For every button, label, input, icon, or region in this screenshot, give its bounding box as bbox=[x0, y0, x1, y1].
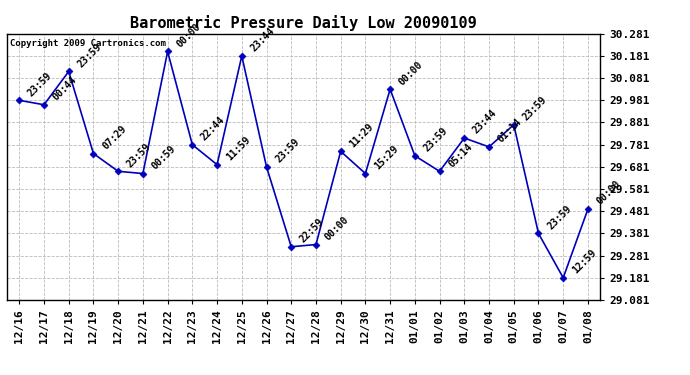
Text: 01:14: 01:14 bbox=[496, 117, 524, 145]
Text: 22:44: 22:44 bbox=[199, 115, 227, 142]
Text: 23:59: 23:59 bbox=[422, 126, 450, 154]
Text: 11:29: 11:29 bbox=[348, 122, 375, 149]
Text: 00:00: 00:00 bbox=[175, 21, 202, 50]
Text: 00:59: 00:59 bbox=[150, 144, 177, 171]
Text: 12:59: 12:59 bbox=[570, 248, 598, 276]
Text: 22:59: 22:59 bbox=[298, 217, 326, 244]
Text: 23:59: 23:59 bbox=[545, 203, 573, 231]
Text: 23:59: 23:59 bbox=[26, 70, 54, 98]
Text: 00:00: 00:00 bbox=[397, 59, 425, 87]
Text: 23:59: 23:59 bbox=[76, 42, 104, 69]
Text: 23:44: 23:44 bbox=[248, 26, 277, 54]
Text: 23:44: 23:44 bbox=[471, 108, 499, 136]
Text: 00:00: 00:00 bbox=[595, 179, 622, 207]
Text: 07:29: 07:29 bbox=[100, 123, 128, 152]
Text: 00:44: 00:44 bbox=[51, 75, 79, 103]
Text: 11:59: 11:59 bbox=[224, 135, 252, 162]
Text: 00:00: 00:00 bbox=[323, 214, 351, 242]
Text: 23:59: 23:59 bbox=[273, 137, 302, 165]
Text: 15:29: 15:29 bbox=[373, 144, 400, 171]
Text: Copyright 2009 Cartronics.com: Copyright 2009 Cartronics.com bbox=[10, 39, 166, 48]
Text: 23:59: 23:59 bbox=[521, 95, 549, 123]
Title: Barometric Pressure Daily Low 20090109: Barometric Pressure Daily Low 20090109 bbox=[130, 15, 477, 31]
Text: 05:14: 05:14 bbox=[446, 141, 474, 169]
Text: 23:59: 23:59 bbox=[125, 141, 153, 169]
